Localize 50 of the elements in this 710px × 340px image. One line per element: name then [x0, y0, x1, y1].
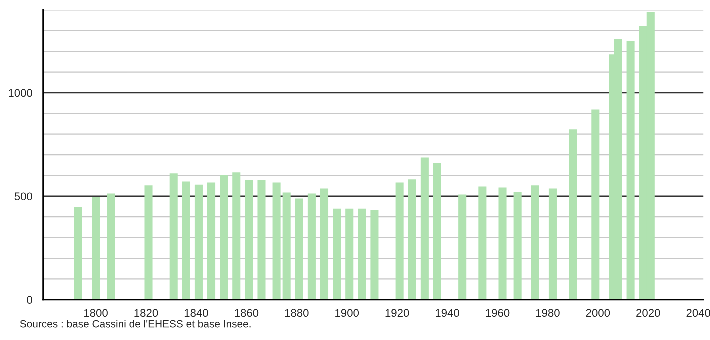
y-tick-label: 0	[27, 296, 32, 304]
bar	[74, 207, 82, 300]
bar	[478, 186, 487, 300]
bar	[458, 194, 467, 300]
bar	[333, 208, 342, 300]
bar	[420, 158, 429, 300]
bar	[626, 41, 635, 300]
y-tick-label: 1000	[9, 89, 32, 98]
bar	[346, 208, 354, 300]
x-tick-label: 1880	[285, 309, 309, 318]
bar	[92, 197, 100, 300]
bar	[208, 182, 216, 300]
bar	[548, 188, 557, 300]
bar	[194, 184, 203, 300]
x-tick-label: 1980	[536, 309, 560, 318]
x-tick-label: 1840	[184, 309, 208, 318]
x-tick-label: 1860	[235, 309, 259, 318]
bar	[592, 110, 600, 300]
bar	[408, 180, 416, 300]
x-tick-label: 1960	[486, 309, 510, 318]
x-tick-label: 1800	[84, 309, 108, 318]
bar	[308, 194, 316, 300]
bar	[144, 186, 153, 300]
bar	[396, 182, 404, 300]
bar	[531, 186, 540, 300]
bar	[170, 174, 178, 300]
bar	[295, 198, 304, 300]
x-tick-label: 1940	[436, 309, 460, 318]
bar	[182, 182, 190, 300]
bar	[272, 182, 281, 300]
bar	[569, 130, 578, 300]
bar	[282, 192, 291, 300]
bar	[232, 172, 241, 300]
bar	[358, 208, 366, 300]
bar	[220, 175, 228, 300]
x-tick-label: 2020	[636, 309, 660, 318]
bar	[258, 180, 266, 300]
bar	[107, 194, 116, 300]
bar	[320, 188, 329, 300]
x-tick-label: 2000	[586, 309, 610, 318]
y-tick-label: 500	[14, 192, 32, 201]
bar	[245, 180, 254, 300]
bar	[514, 192, 522, 300]
bar	[498, 188, 507, 300]
x-tick-label: 1920	[386, 309, 410, 318]
x-tick-label: 1900	[336, 309, 360, 318]
bar	[433, 163, 442, 300]
x-tick-label: 1820	[134, 309, 158, 318]
bar	[370, 210, 379, 300]
source-note: Sources : base Cassini de l'EHESS et base Insee.	[20, 320, 251, 328]
